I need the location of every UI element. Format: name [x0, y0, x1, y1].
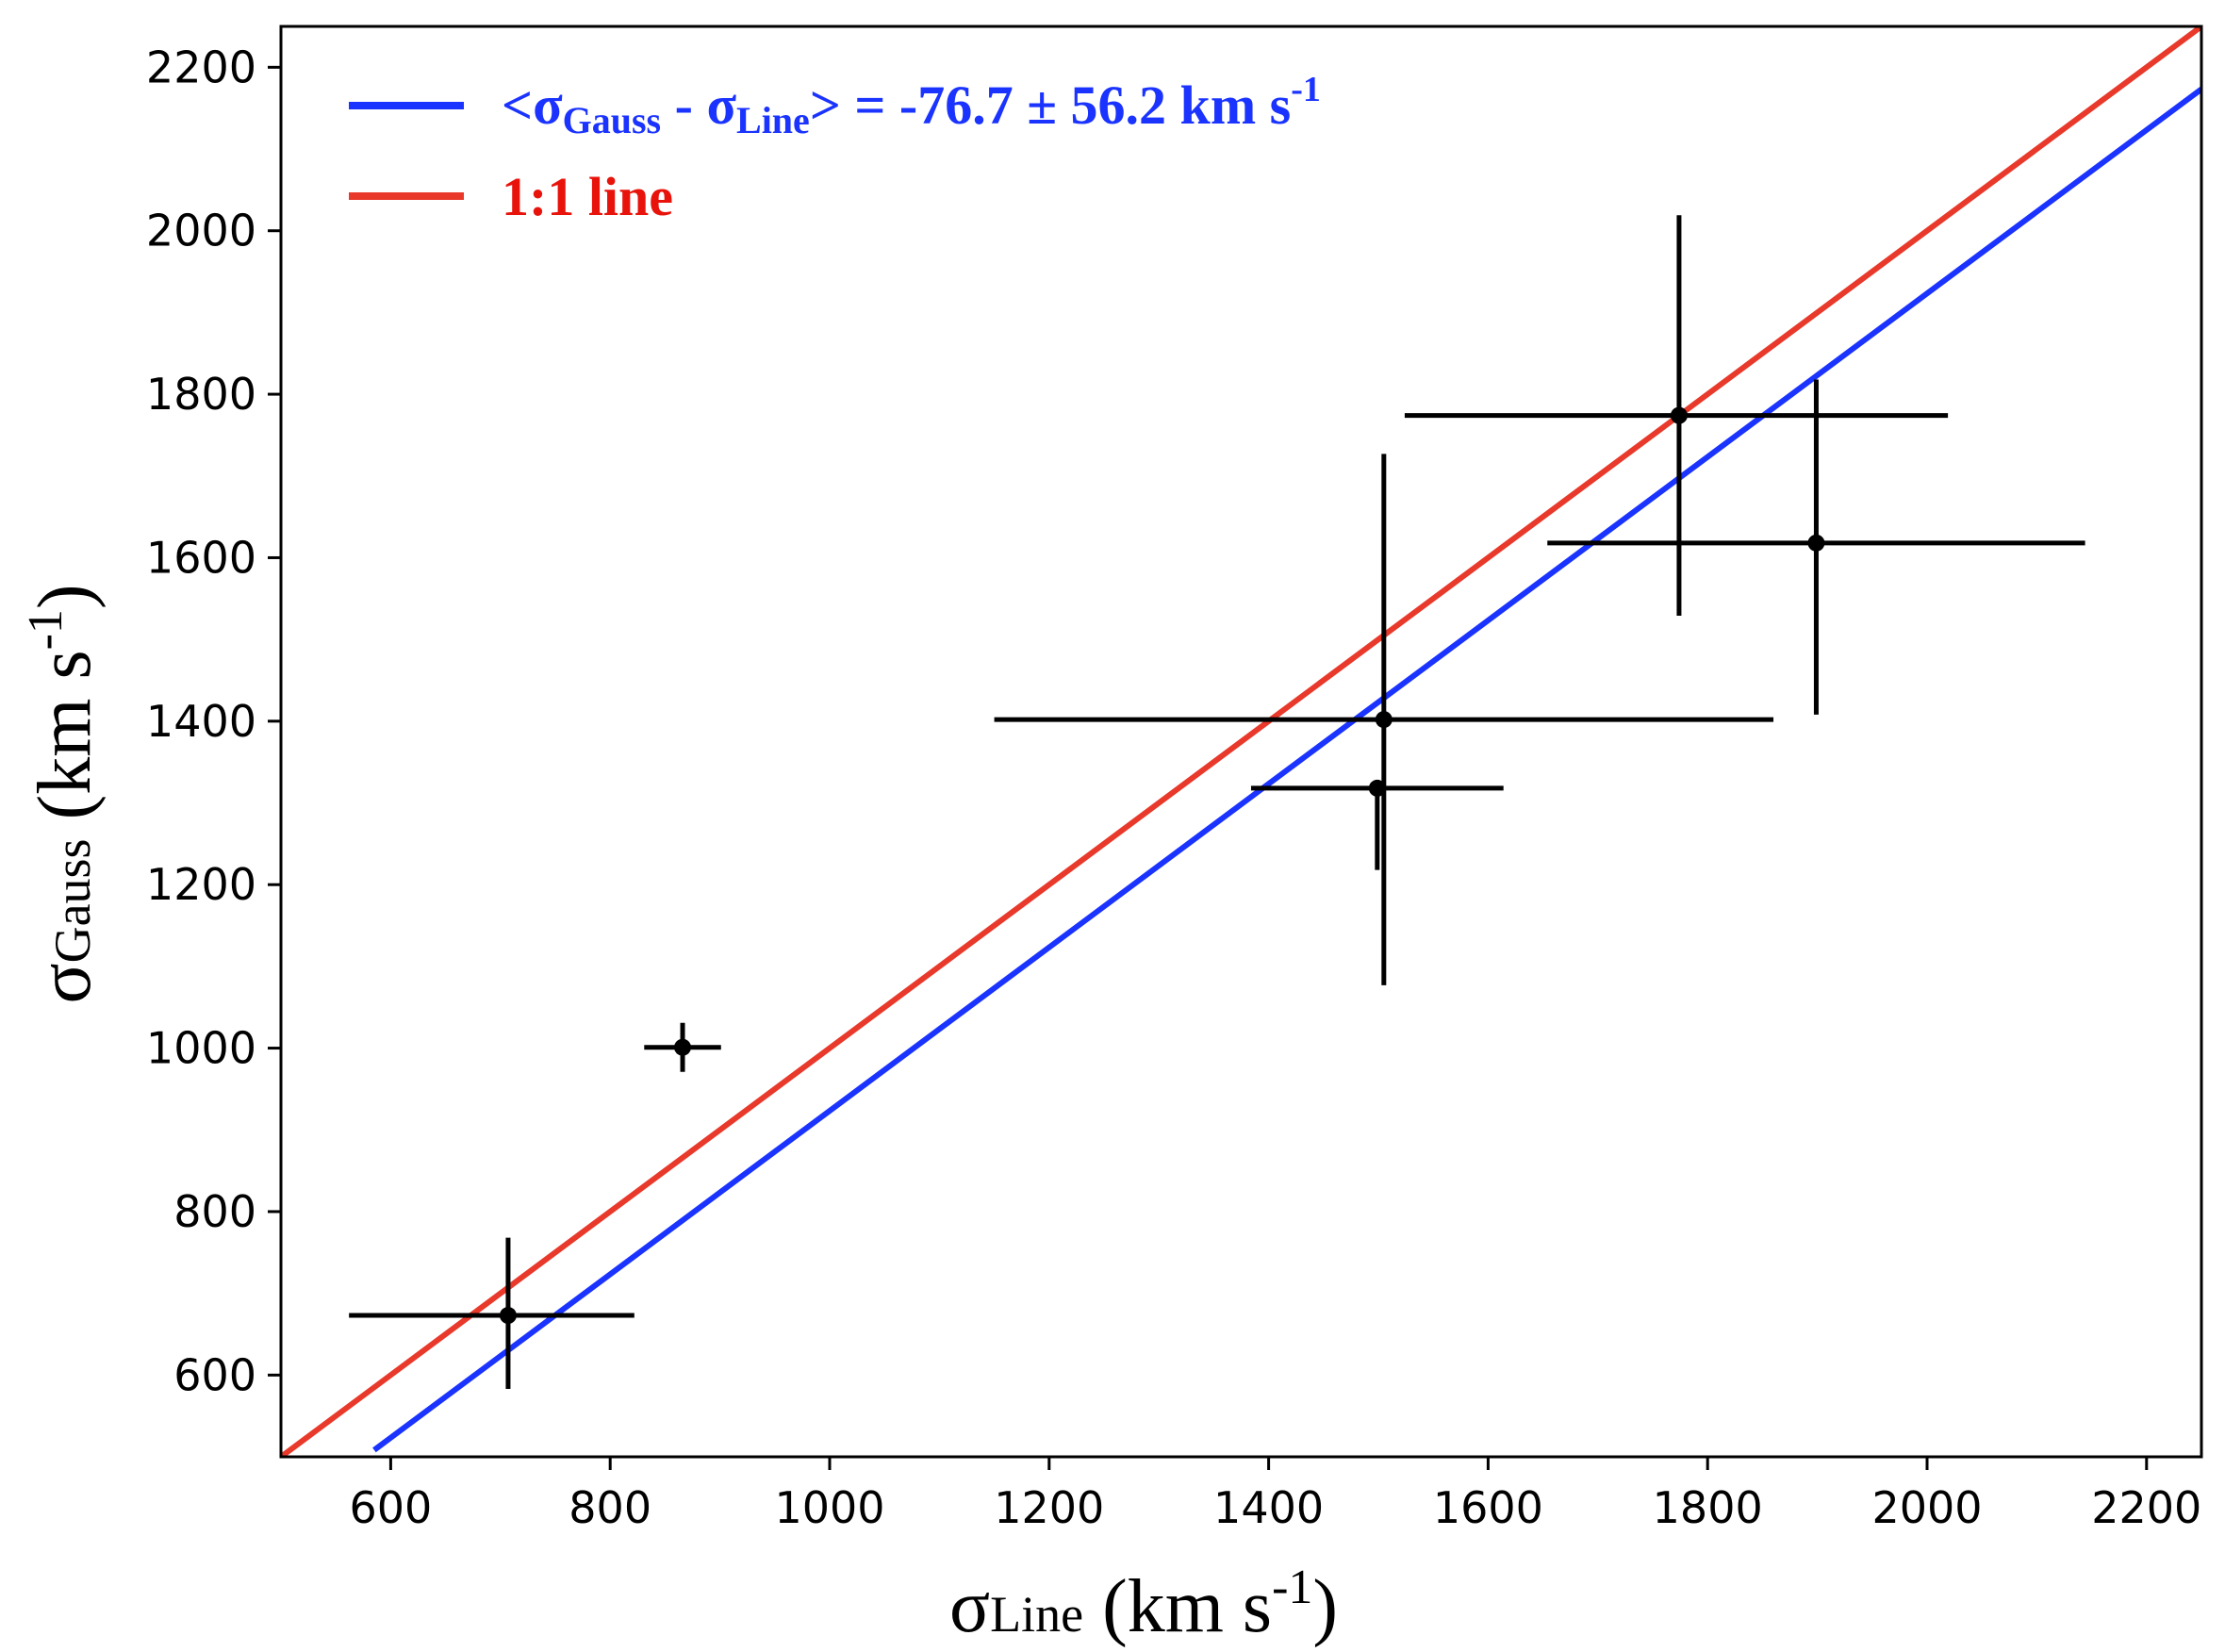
x-tick-label: 800 [569, 1482, 651, 1533]
data-point-2 [644, 1022, 721, 1072]
point-marker [1375, 711, 1393, 729]
point-marker [1807, 534, 1825, 552]
x-axis: 600 800 1000 1200 1400 1600 1800 2000 2200 [349, 1457, 2201, 1533]
legend-fit-minus: - [661, 74, 706, 136]
x-axis-title: σLine (km s-1) [949, 1561, 1338, 1648]
y-tick-label: 1000 [146, 1023, 256, 1074]
point-marker [499, 1307, 517, 1325]
legend-fit-sigma1: σ [533, 74, 563, 136]
legend-fit-sub1: Gauss [563, 99, 662, 141]
x-tick-label: 1200 [994, 1482, 1104, 1533]
x-axis-superscript: -1 [1272, 1561, 1312, 1614]
data-point-3 [1250, 779, 1504, 870]
data-point-1 [349, 1237, 635, 1390]
y-tick-label: 1800 [146, 369, 256, 420]
y-tick-label: 1200 [146, 859, 256, 910]
y-tick-label: 600 [173, 1349, 256, 1400]
x-axis-close: ) [1312, 1565, 1338, 1648]
y-axis-title: σGauss (km s-1) [19, 584, 107, 1003]
y-axis-superscript: -1 [19, 609, 73, 650]
legend-fit-sup: -1 [1291, 70, 1321, 109]
x-tick-label: 2000 [1871, 1482, 1982, 1533]
y-axis-unit: (km s [24, 650, 107, 838]
data-points [349, 215, 2085, 1390]
x-tick-label: 1600 [1433, 1482, 1543, 1533]
one-to-one-line [281, 26, 2201, 1457]
x-tick-label: 600 [349, 1482, 432, 1533]
point-marker [1670, 406, 1688, 424]
y-axis-subscript: Gauss [44, 838, 101, 963]
y-tick-label: 2000 [146, 206, 256, 256]
x-tick-label: 2200 [2091, 1482, 2201, 1533]
legend-fit-lt: < [502, 74, 533, 136]
legend: <σGauss - σLine> = -76.7 ± 56.2 km s-1 1… [349, 70, 1321, 227]
data-point-5 [1404, 215, 1949, 617]
legend-fit-label: <σGauss - σLine> = -76.7 ± 56.2 km s-1 [502, 70, 1321, 141]
y-tick-label: 1400 [146, 696, 256, 747]
x-tick-label: 1400 [1213, 1482, 1324, 1533]
y-tick-label: 800 [173, 1186, 256, 1237]
fit-line [372, 87, 2201, 1453]
y-axis-close: ) [24, 584, 107, 609]
x-axis-symbol: σ [949, 1565, 990, 1648]
x-tick-label: 1800 [1653, 1482, 1763, 1533]
y-axis: 600 800 1000 1200 1400 1600 1800 2000 2200 [146, 41, 281, 1400]
data-point-6 [1547, 379, 2085, 715]
legend-fit-rest: > = -76.7 ± 56.2 km s [810, 74, 1291, 136]
legend-fit-sub2: Line [736, 99, 810, 141]
x-axis-unit: (km s [1083, 1565, 1272, 1648]
legend-fit-sigma2: σ [706, 74, 736, 136]
y-tick-label: 1600 [146, 532, 256, 583]
x-tick-label: 1000 [774, 1482, 884, 1533]
x-axis-subscript: Line [990, 1586, 1083, 1643]
legend-one-to-one-label: 1:1 line [502, 166, 673, 227]
y-tick-label: 2200 [146, 41, 256, 92]
plot-frame [279, 25, 2203, 1459]
data-point-4 [994, 454, 1774, 985]
y-axis-symbol: σ [24, 963, 107, 1003]
regression-lines [281, 26, 2201, 1457]
point-marker [674, 1038, 692, 1056]
